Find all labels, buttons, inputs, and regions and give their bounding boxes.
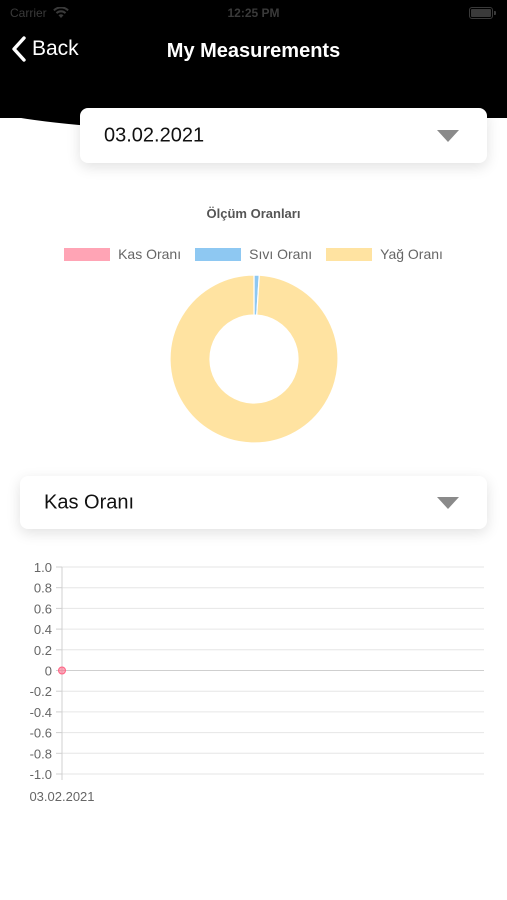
status-left: Carrier <box>10 6 69 20</box>
pie-chart-title: Ölçüm Oranları <box>206 206 301 221</box>
legend-item-yag[interactable]: Yağ Oranı <box>326 246 443 262</box>
y-tick-label: 0 <box>45 664 52 679</box>
metric-dropdown[interactable]: Kas Oranı <box>20 476 487 529</box>
pie-legend: Kas Oranı Sıvı Oranı Yağ Oranı <box>0 246 507 262</box>
legend-swatch-kas <box>64 247 111 261</box>
legend-item-kas[interactable]: Kas Oranı <box>64 246 181 262</box>
legend-label-kas: Kas Oranı <box>118 246 182 262</box>
y-tick-label: 0.8 <box>34 581 52 596</box>
back-button[interactable]: Back <box>10 36 79 62</box>
donut-chart <box>170 275 338 443</box>
y-tick-label: -0.4 <box>30 705 52 720</box>
status-bar: Carrier 12:25 PM <box>0 0 507 26</box>
wifi-icon <box>52 7 69 18</box>
y-tick-label: -0.8 <box>30 746 52 761</box>
legend-swatch-sivi <box>195 247 242 261</box>
y-tick-label: 0.4 <box>34 622 52 637</box>
legend-item-sivi[interactable]: Sıvı Oranı <box>195 246 312 262</box>
y-tick-label: 0.6 <box>34 601 52 616</box>
line-chart: 1.0 0.8 0.6 0.4 0.2 0 -0.2 -0.4 -0.6 -0.8 -1.0 03.0… <box>29 560 484 804</box>
y-tick-label: -1.0 <box>30 767 52 782</box>
page-title: My Measurements <box>166 40 341 62</box>
y-tick-label: 0.2 <box>34 643 52 658</box>
date-dropdown[interactable]: 03.02.2021 <box>80 108 487 163</box>
legend-label-sivi: Sıvı Oranı <box>249 246 313 262</box>
carrier-label: Carrier <box>10 6 47 20</box>
data-point[interactable] <box>58 666 66 675</box>
navigation-bar: Back My Measurements <box>0 32 507 72</box>
metric-dropdown-value: Kas Oranı <box>44 491 135 513</box>
battery-icon <box>469 7 496 19</box>
y-tick-label: -0.2 <box>30 684 52 699</box>
back-label: Back <box>32 37 79 60</box>
chevron-left-icon <box>12 36 26 62</box>
y-tick-label: 1.0 <box>34 560 52 575</box>
chevron-down-icon <box>437 496 459 509</box>
donut-slice-3[interactable] <box>170 275 338 443</box>
y-tick-label: -0.6 <box>30 726 52 741</box>
chevron-down-icon <box>437 129 459 142</box>
date-dropdown-value: 03.02.2021 <box>104 124 205 146</box>
x-tick-label: 03.02.2021 <box>29 789 94 804</box>
legend-swatch-yag <box>326 247 373 261</box>
legend-label-yag: Yağ Oranı <box>380 246 443 262</box>
status-time: 12:25 PM <box>227 6 280 20</box>
